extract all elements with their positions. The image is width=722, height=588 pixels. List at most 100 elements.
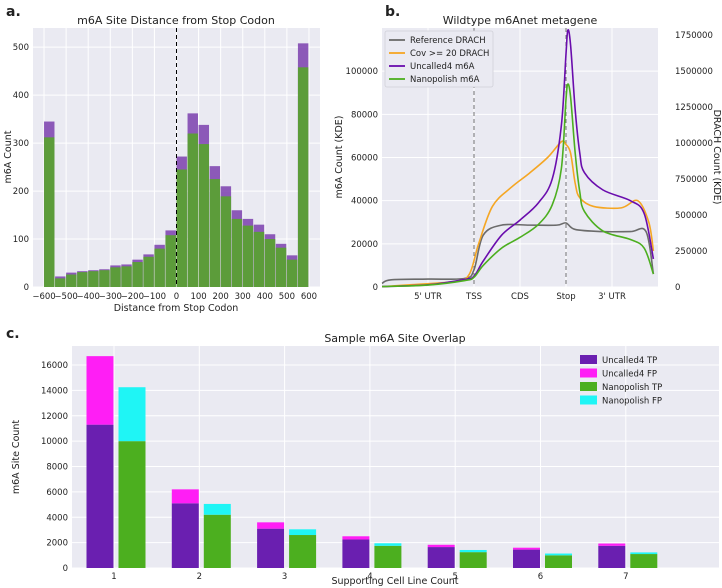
panel-a-ytick: 300 — [13, 139, 29, 149]
panel-c-bar-nanopolish-tp — [459, 552, 487, 568]
panel-c-legend-swatch — [580, 395, 597, 405]
panel-b-legend-label: Cov >= 20 DRACH — [410, 49, 489, 59]
panel-a-bar-nanopolish — [209, 179, 221, 287]
panel-c-bar-nanopolish-fp — [630, 552, 658, 555]
panel-b-ytick: 40000 — [351, 197, 378, 207]
panel-b-ytick-right: 500000 — [675, 211, 707, 221]
panel-b-xtick: 3' UTR — [598, 292, 626, 302]
panel-a-bar-nanopolish — [132, 262, 143, 287]
panel-c-ylabel: m6A Site Count — [11, 420, 22, 495]
panel-a-ylabel: m6A Count — [3, 130, 14, 183]
panel-c-ytick: 4000 — [46, 513, 68, 523]
panel-b-line-cov-20-drach — [381, 140, 655, 288]
panel-b-xtick: 5' UTR — [414, 292, 442, 302]
panel-b-legend-label: Reference DRACH — [410, 36, 486, 46]
panel-a-bar-nanopolish — [121, 266, 132, 287]
panel-a-xlabel: Distance from Stop Codon — [114, 303, 239, 314]
panel-a-bar-nanopolish — [264, 239, 276, 287]
panel-a-bar-nanopolish — [198, 144, 210, 287]
panel-a-bar-nanopolish — [286, 259, 298, 287]
panel-c-bar-uncalled4-fp — [171, 489, 199, 504]
panel-c-bar-nanopolish-fp — [289, 529, 317, 536]
panel-a-ytick: 500 — [13, 43, 29, 53]
panel-c-ytick: 12000 — [41, 412, 68, 422]
panel-c-bar-nanopolish-tp — [289, 535, 317, 568]
panel-a-ytick: 400 — [13, 91, 29, 101]
panel-c-xtick: 4 — [367, 572, 372, 582]
panel-b-ytick-right: 1500000 — [675, 67, 713, 77]
panel-c-legend-label: Nanopolish FP — [602, 397, 662, 407]
panel-c-bar-nanopolish-tp — [374, 545, 402, 568]
panel-c-ytick: 8000 — [46, 463, 68, 473]
panel-b-legend: Reference DRACH Cov >= 20 DRACH Uncalled4 … — [384, 30, 494, 88]
panel-c-bar-nanopolish-tp — [630, 554, 658, 568]
panel-a-bar-nanopolish — [165, 235, 176, 287]
panel-b-legend-label: Uncalled4 m6A — [410, 62, 475, 72]
panel-c-legend-label: Uncalled4 TP — [602, 356, 657, 366]
panel-b-legend-box — [384, 30, 494, 88]
panel-a-title: m6A Site Distance from Stop Codon — [77, 14, 275, 27]
panel-b-xtick: CDS — [511, 292, 529, 302]
panel-a-bar-nanopolish — [55, 278, 66, 287]
panel-c-bar-nanopolish-fp — [459, 549, 487, 553]
panel-a-xtick: 200 — [213, 292, 229, 302]
panel-c-bar-uncalled4-tp — [86, 424, 114, 568]
panel-a-xtick: 300 — [235, 292, 251, 302]
panel-c-title: Sample m6A Site Overlap — [324, 332, 465, 345]
panel-b-line-uncalled4-m6a — [381, 29, 655, 288]
panel-c-bar-nanopolish-fp — [118, 387, 146, 442]
panel-c-bar-uncalled4-tp — [257, 528, 285, 568]
panel-c-legend-label: Uncalled4 FP — [602, 370, 657, 380]
panel-b-xtick: Stop — [556, 292, 575, 302]
panel-a-bar-nanopolish — [66, 274, 77, 287]
panel-b-ytick: 0 — [373, 283, 378, 293]
panel-a-bar-nanopolish — [143, 256, 154, 287]
panel-a-xtick: −200 — [121, 292, 144, 302]
panel-a-bar-nanopolish — [154, 248, 165, 287]
panel-a-bar-nanopolish — [77, 272, 88, 287]
panel-a-label: a. — [6, 4, 21, 20]
panel-c-bar-nanopolish-fp — [374, 543, 402, 546]
panel-c-xtick: 7 — [623, 572, 628, 582]
panel-a-ytick: 100 — [13, 235, 29, 245]
panel-c-ytick: 10000 — [41, 437, 68, 447]
panel-c-legend-swatch — [580, 355, 597, 364]
panel-a-ytick: 0 — [24, 283, 29, 293]
panel-b-ytick-right: 1250000 — [675, 103, 713, 113]
panel-b-ytick: 20000 — [351, 240, 378, 250]
panel-a-bar-nanopolish — [99, 270, 110, 287]
panel-a-ytick: 200 — [13, 187, 29, 197]
panel-c-bar-uncalled4-tp — [171, 503, 199, 568]
panel-a-xtick: 500 — [279, 292, 295, 302]
panel-a-bar-nanopolish — [297, 67, 309, 288]
panel-a-bar-nanopolish — [176, 169, 187, 287]
panel-a-bar-nanopolish — [110, 267, 121, 287]
panel-c-xtick: 6 — [538, 572, 543, 582]
panel-c-xtick: 1 — [111, 572, 116, 582]
panel-c-bar-uncalled4-tp — [598, 545, 626, 568]
panel-a-xtick: 600 — [301, 292, 317, 302]
panel-a-xtick: −600 — [32, 292, 55, 302]
panel-a-xtick: 0 — [174, 292, 179, 302]
panel-b-chart: 5' UTR TSS CDS Stop 3' UTR 0 20000 40000 60000 8… — [334, 14, 722, 302]
panel-b-ytick: 80000 — [351, 110, 378, 120]
panel-a-bar-nanopolish — [253, 231, 265, 287]
panel-b-ytick: 100000 — [346, 67, 378, 77]
panel-b-label: b. — [385, 4, 400, 20]
panel-c-chart: 1 2 3 4 5 6 7 0 2000 4000 6000 8000 10000 12000 14000… — [11, 332, 719, 587]
panel-c-bar-uncalled4-fp — [342, 536, 370, 540]
panel-a-chart: −600−500−400−300−200−100 0 100 200 300 400 500… — [3, 14, 320, 314]
panel-c-bar-uncalled4-tp — [427, 547, 455, 568]
panel-b-ytick-right: 1000000 — [675, 139, 713, 149]
panel-c-bar-uncalled4-tp — [342, 539, 370, 568]
panel-b-ylabel-right: DRACH Count (KDE) — [711, 110, 722, 205]
panel-b-ytick-right: 0 — [675, 283, 680, 293]
panel-a-xtick: −300 — [99, 292, 122, 302]
panel-c-ytick: 0 — [63, 564, 68, 574]
panel-c-legend-swatch — [580, 368, 597, 378]
panel-b-legend-label: Nanopolish m6A — [410, 75, 480, 85]
panel-b-ylabel: m6A Count (KDE) — [334, 115, 345, 198]
panel-c-bar-uncalled4-fp — [513, 547, 540, 550]
panel-b-line-nanopolish-m6a — [381, 83, 655, 288]
